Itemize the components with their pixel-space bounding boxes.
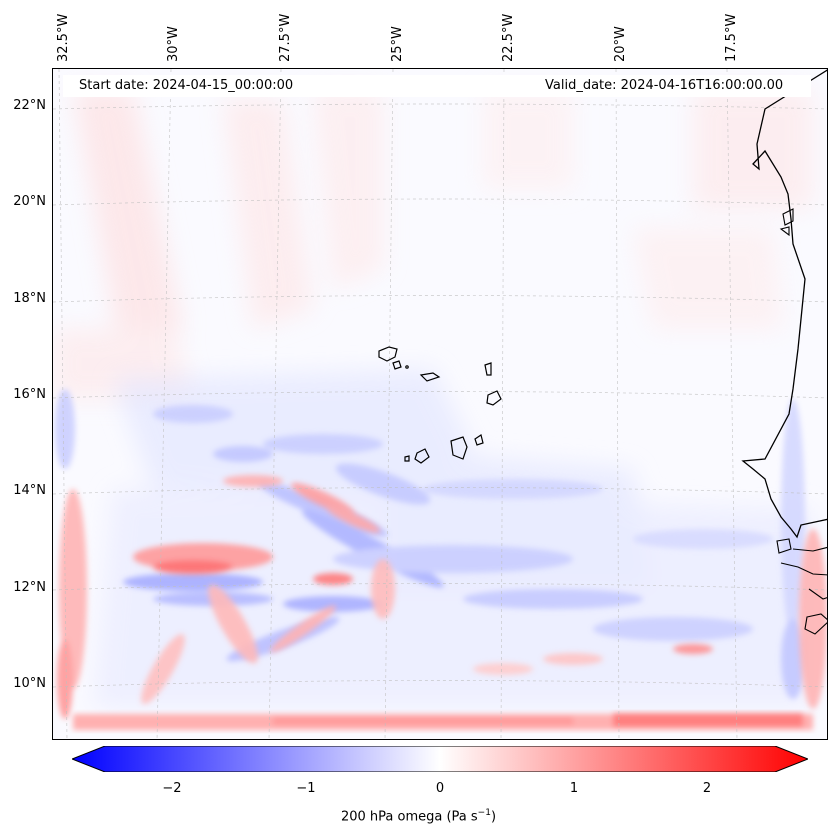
omega-field [53, 69, 827, 739]
start-date-label: Start date: 2024-04-15_00:00:00 [79, 78, 294, 93]
lon-label-22-5w: 22.5°W [501, 13, 516, 62]
cape-verde-islands [378, 346, 502, 464]
colorbar-tick: 1 [569, 781, 579, 796]
valid-date-label: Valid_date: 2024-04-16T16:00:00.00 [545, 78, 784, 93]
lat-label-14n: 14°N [13, 483, 46, 498]
lon-label-25w: 25°W [390, 26, 405, 62]
coastline [741, 69, 827, 539]
colorbar-label: 200 hPa omega (Pa s−1) [340, 808, 497, 825]
lat-label-10n: 10°N [13, 676, 46, 691]
colorbar [70, 745, 810, 773]
colorbar-tick: −1 [296, 781, 316, 796]
lon-label-30w: 30°W [166, 26, 181, 62]
lat-label-20n: 20°N [13, 194, 46, 209]
lon-label-32-5w: 32.5°W [56, 13, 71, 62]
colorbar-tick: 2 [702, 781, 712, 796]
lat-label-22n: 22°N [13, 98, 46, 113]
colorbar-tick: −2 [162, 781, 182, 796]
lat-label-12n: 12°N [13, 580, 46, 595]
lat-label-18n: 18°N [13, 291, 46, 306]
lat-label-16n: 16°N [13, 387, 46, 402]
lon-label-17-5w: 17.5°W [724, 13, 739, 62]
lon-label-20w: 20°W [613, 26, 628, 62]
lon-label-27-5w: 27.5°W [278, 13, 293, 62]
colorbar-tick: 0 [435, 781, 445, 796]
map-panel [52, 68, 828, 740]
